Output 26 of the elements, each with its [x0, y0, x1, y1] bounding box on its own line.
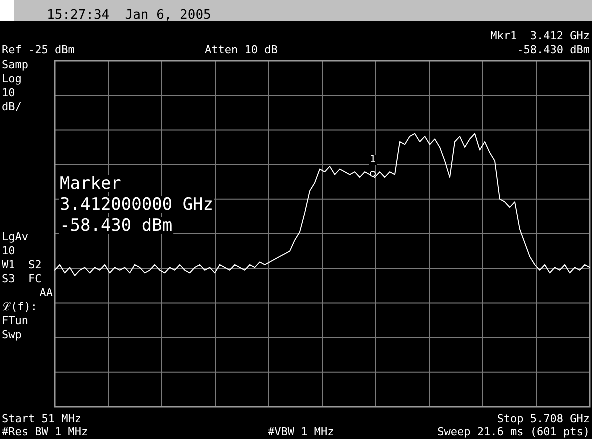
text: LgAv	[2, 230, 29, 244]
text: 10	[2, 244, 16, 258]
annotation: 1	[370, 154, 376, 166]
text: #VBW 1 MHz	[268, 426, 334, 438]
text: Stop 5.708 GHz	[497, 412, 590, 426]
text: dB/	[2, 100, 22, 114]
annotation: -58.430 dBm	[60, 216, 173, 236]
text: FTun	[2, 314, 28, 328]
text: Swp	[2, 328, 22, 342]
text: S3 FC	[2, 272, 42, 286]
text: AA	[40, 286, 54, 300]
text: Atten 10 dB	[205, 44, 278, 56]
text: ℒ(f):	[2, 300, 38, 314]
text: Mkr1 3.412 GHz	[490, 30, 590, 42]
text: #Res BW 1 MHz	[2, 426, 88, 438]
text: -58.430 dBm	[517, 44, 590, 56]
text: Samp	[2, 58, 28, 72]
text: Log	[2, 72, 22, 86]
annotation: Marker	[60, 174, 122, 194]
text: Ref -25 dBm	[2, 44, 76, 56]
chart-title: 15:27:34 Jan 6, 2005	[47, 8, 212, 23]
annotation: 3.412000000 GHz	[60, 195, 214, 215]
text: 10	[2, 86, 16, 100]
text: W1 S2	[2, 258, 42, 272]
text: Start 51 MHz	[2, 412, 82, 426]
text: Sweep 21.6 ms (601 pts)	[438, 426, 590, 438]
